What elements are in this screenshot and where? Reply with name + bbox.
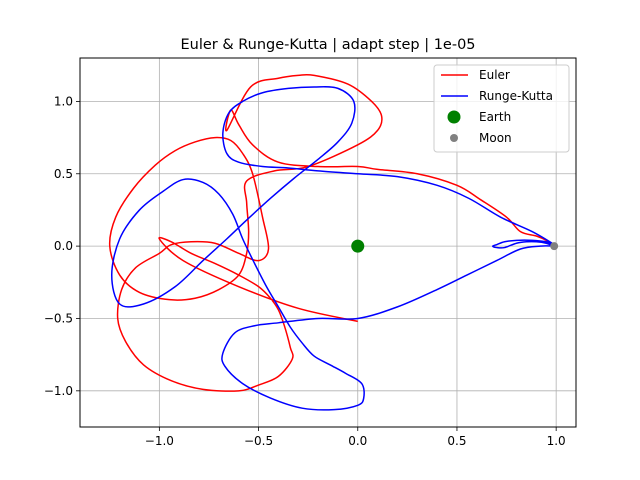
y-tick-label: −0.5 [44, 311, 73, 325]
x-tick-label: 0.5 [447, 434, 466, 448]
y-tick-label: 0.0 [54, 239, 73, 253]
y-tick-label: 1.0 [54, 94, 73, 108]
y-tick-label: 0.5 [54, 167, 73, 181]
plot-area [108, 73, 559, 411]
legend-runge-kutta-label: Runge-Kutta [479, 89, 553, 103]
chart-title: Euler & Runge-Kutta | adapt step | 1e-05 [180, 37, 475, 53]
runge-kutta-line [110, 86, 556, 411]
legend-moon-swatch [450, 134, 458, 142]
x-tick-label: 1.0 [547, 434, 566, 448]
axes-frame [79, 57, 577, 428]
earth-marker [351, 239, 365, 253]
legend-box [433, 64, 570, 153]
legend: Euler Runge-Kutta Earth Moon [433, 64, 570, 153]
legend-earth-label: Earth [479, 110, 511, 124]
x-tick-label: −1.0 [145, 434, 174, 448]
axis-ticks: −1.0 −0.5 0.0 0.5 1.0 −1.0 −0.5 0.0 0.5 1.0 [44, 94, 566, 448]
x-tick-label: 0.0 [348, 434, 367, 448]
moon-marker [550, 242, 559, 251]
legend-euler-label: Euler [479, 68, 510, 82]
legend-moon-label: Moon [479, 131, 512, 145]
x-tick-label: −0.5 [244, 434, 273, 448]
legend-earth-swatch [447, 110, 461, 124]
y-tick-label: −1.0 [44, 384, 73, 398]
euler-line [108, 73, 555, 392]
